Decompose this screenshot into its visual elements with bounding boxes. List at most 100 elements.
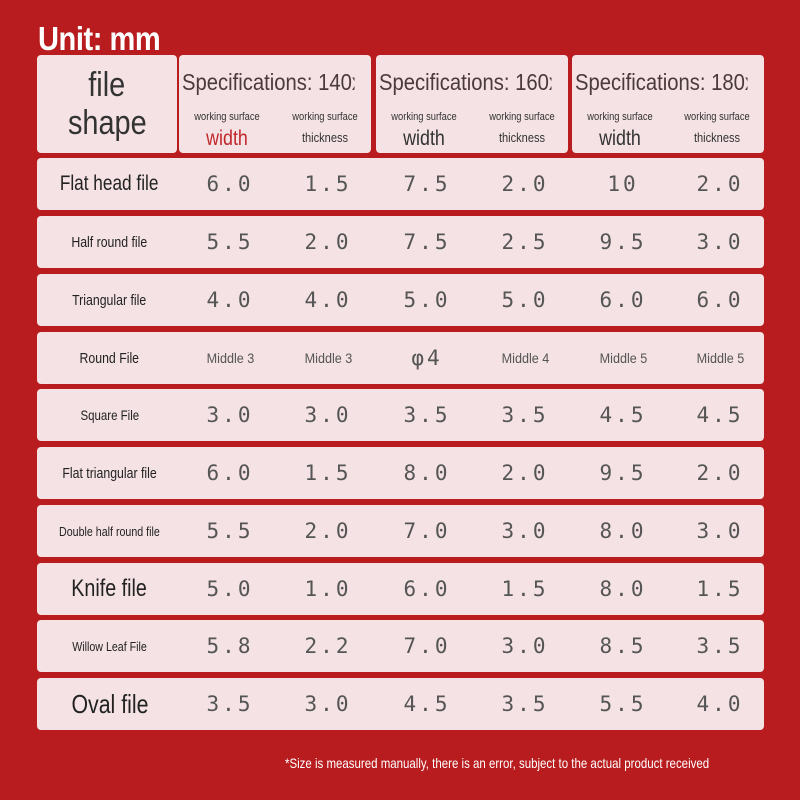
cell-value: 4.0 [206,288,254,312]
cell-value: 7.0 [403,634,451,658]
cell-value: 6.0 [599,288,647,312]
cell-value: 8.0 [599,577,647,601]
table-row-flat-triangular-file: Flat triangular file 6.0 1.5 8.0 2.0 9.5… [37,447,764,499]
cell-value: 3.0 [696,519,744,543]
cell-value: 3.0 [501,634,549,658]
row-name: Flat head file [37,158,182,210]
cell-value: 2.0 [501,172,549,196]
cell-value: 2.0 [696,461,744,485]
subheader-line1: working surface [391,111,457,123]
cell-value: Middle 5 [575,332,671,384]
row-name: Round File [37,332,182,384]
cell-value: 4.5 [599,403,647,427]
cell-value: 4.0 [696,692,744,716]
spec-title-160: Specifications: 160x4 [379,69,552,95]
cell-value: 5.0 [403,288,451,312]
row-name-text: Square File [80,407,139,423]
cell-value: 2.5 [501,230,549,254]
spec-group-140 [179,55,371,153]
cell-value-text: Middle 5 [696,350,744,366]
cell-value-text: Middle 5 [599,350,647,366]
spec-title-180: Specifications: 180x5 [575,69,748,95]
cell-value: 4.0 [304,288,352,312]
subheader-line1: working surface [684,111,750,123]
cell-value: 1.0 [304,577,352,601]
cell-value: 9.5 [599,230,647,254]
cell-value: 1.5 [304,461,352,485]
cell-value: Middle 3 [280,332,376,384]
header-shape-line2: shape [67,104,147,142]
row-name-text: Flat triangular file [62,464,157,482]
subheader-140-width: working surface width [179,105,275,153]
unit-label: Unit: mm [38,20,161,57]
cell-value: φ4 [411,346,443,370]
subheader-line1: working surface [489,111,555,123]
cell-value: 4.5 [403,692,451,716]
spec-header-band: Specifications: 140x3 Specifications: 16… [179,55,764,153]
cell-value: 5.5 [206,519,254,543]
subheader-line1: working surface [194,111,260,123]
subheader-160-thickness: working surface thickness [474,105,570,153]
cell-value: 7.5 [403,172,451,196]
cell-value: 2.0 [501,461,549,485]
spec-group-160 [376,55,568,153]
row-name: Knife file [37,563,182,615]
row-name: Square File [37,389,182,441]
row-name: Triangular file [37,274,182,326]
cell-value: 5.0 [206,577,254,601]
table-row-flat-head-file: Flat head file 6.0 1.5 7.5 2.0 10 2.0 [37,158,764,210]
row-name-text: Triangular file [72,291,147,309]
row-name: Flat triangular file [37,447,182,499]
subheader-line1: working surface [292,111,358,123]
row-name-text: Knife file [71,575,148,602]
cell-value-text: Middle 4 [501,350,549,366]
subheader-line2: width [403,127,445,150]
row-name: Oval file [37,678,182,730]
cell-value: 3.5 [403,403,451,427]
cell-value: 3.0 [206,403,254,427]
cell-value: 5.8 [206,634,254,658]
cell-value: 5.5 [599,692,647,716]
subheader-line2: thickness [693,130,741,145]
cell-value: Middle 3 [182,332,278,384]
cell-value: 6.0 [696,288,744,312]
cell-value: 3.5 [501,692,549,716]
cell-value: Middle 4 [477,332,573,384]
cell-value: 5.5 [206,230,254,254]
cell-value: 9.5 [599,461,647,485]
table-row-triangular-file: Triangular file 4.0 4.0 5.0 5.0 6.0 6.0 [37,274,764,326]
cell-value: 7.5 [403,230,451,254]
table-row-knife-file: Knife file 5.0 1.0 6.0 1.5 8.0 1.5 [37,563,764,615]
row-name: Half round file [37,216,182,268]
footnote: *Size is measured manually, there is an … [285,755,710,771]
cell-value: 7.0 [403,519,451,543]
cell-value: 2.0 [304,230,352,254]
spec-title-140: Specifications: 140x3 [182,69,355,95]
cell-value: 6.0 [206,172,254,196]
subheader-line2: thickness [301,130,349,145]
cell-value-text: Middle 3 [206,350,254,366]
table-row-oval-file: Oval file 3.5 3.0 4.5 3.5 5.5 4.0 [37,678,764,730]
subheader-180-thickness: working surface thickness [669,105,765,153]
cell-value: 2.2 [304,634,352,658]
row-name-text: Willow Leaf File [72,638,147,654]
cell-value: 3.5 [696,634,744,658]
cell-value: 5.0 [501,288,549,312]
cell-value: 3.5 [206,692,254,716]
cell-value: 1.5 [696,577,744,601]
cell-value: 1.5 [501,577,549,601]
subheader-line2: thickness [498,130,546,145]
cell-value: 1.5 [304,172,352,196]
table-row-round-file: Round File Middle 3 Middle 3 φ4 Middle 4… [37,332,764,384]
row-name-text: Double half round file [59,523,160,539]
header-file-shape: file shape [37,55,177,153]
row-name-text: Flat head file [60,172,159,195]
cell-value: 6.0 [403,577,451,601]
table-row-square-file: Square File 3.0 3.0 3.5 3.5 4.5 4.5 [37,389,764,441]
cell-value: 8.5 [599,634,647,658]
cell-value: 3.0 [696,230,744,254]
table-row-willow-leaf-file: Willow Leaf File 5.8 2.2 7.0 3.0 8.5 3.5 [37,620,764,672]
cell-value: 4.5 [696,403,744,427]
subheader-line1: working surface [587,111,653,123]
cell-value: 3.5 [501,403,549,427]
